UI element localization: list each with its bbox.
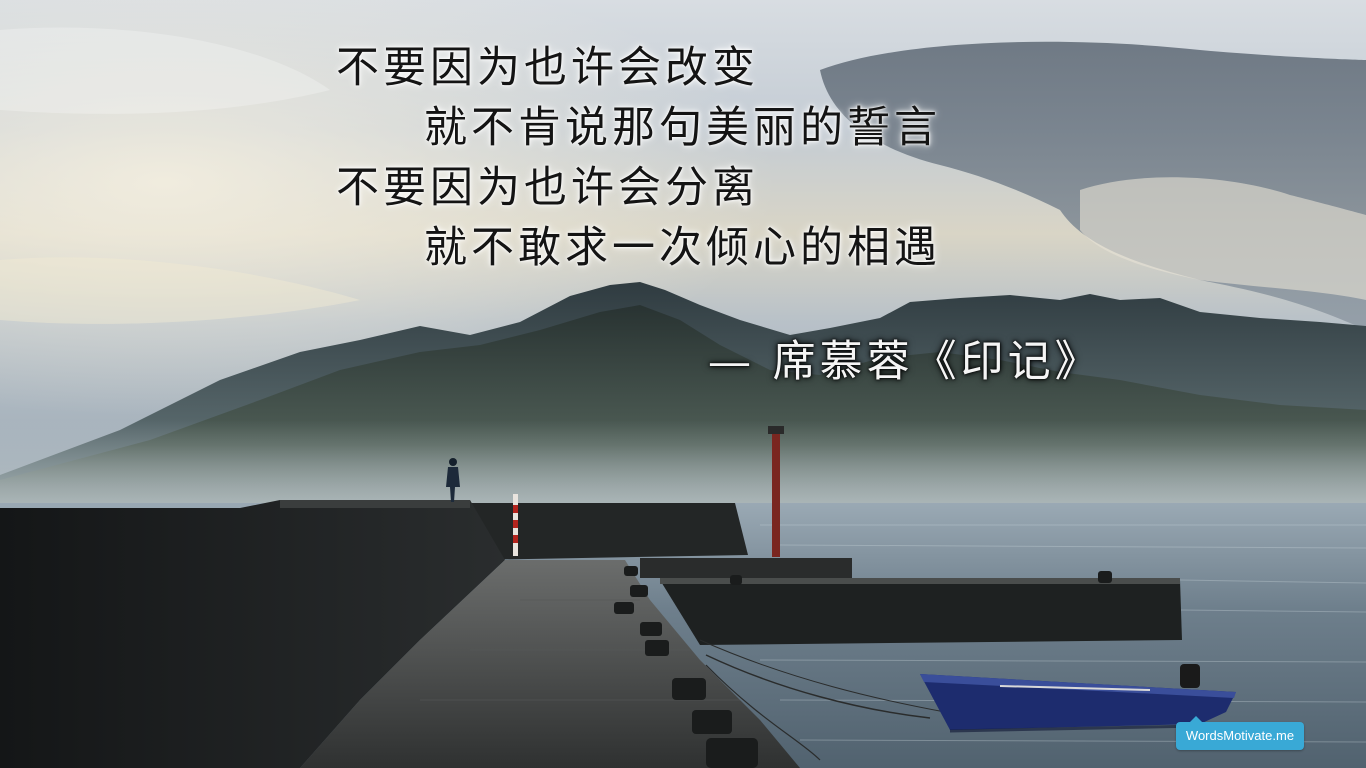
poem-line-3: 不要因为也许会分离 [336,163,759,213]
poem-block: 不要因为也许会改变 就不肯说那句美丽的誓言 不要因为也许会分离 就不敢求一次倾心… [336,38,1056,278]
poem-line-1: 不要因为也许会改变 [336,43,759,93]
poem-line-4: 就不敢求一次倾心的相遇 [424,223,941,273]
poem-line-2: 就不肯说那句美丽的誓言 [424,103,941,153]
poem-attribution: — 席慕蓉《印记》 [708,337,1102,387]
watermark-badge: WordsMotivate.me [1176,716,1304,750]
